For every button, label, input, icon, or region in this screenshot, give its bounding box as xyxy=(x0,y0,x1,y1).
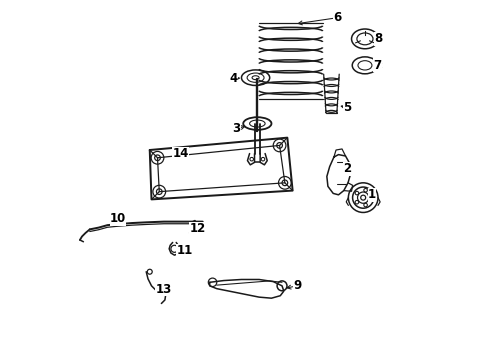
Text: 7: 7 xyxy=(373,59,381,72)
Text: 9: 9 xyxy=(293,279,301,292)
Text: 10: 10 xyxy=(110,212,126,225)
Text: 3: 3 xyxy=(232,122,240,135)
Text: 8: 8 xyxy=(374,32,383,45)
Text: 5: 5 xyxy=(343,101,351,114)
Text: 11: 11 xyxy=(176,244,193,257)
Text: 4: 4 xyxy=(230,72,238,85)
Text: 12: 12 xyxy=(189,222,205,235)
Text: 6: 6 xyxy=(333,11,342,24)
Text: 1: 1 xyxy=(368,188,376,201)
Text: 2: 2 xyxy=(343,162,351,175)
Text: 13: 13 xyxy=(156,283,172,296)
Text: 14: 14 xyxy=(172,147,189,160)
